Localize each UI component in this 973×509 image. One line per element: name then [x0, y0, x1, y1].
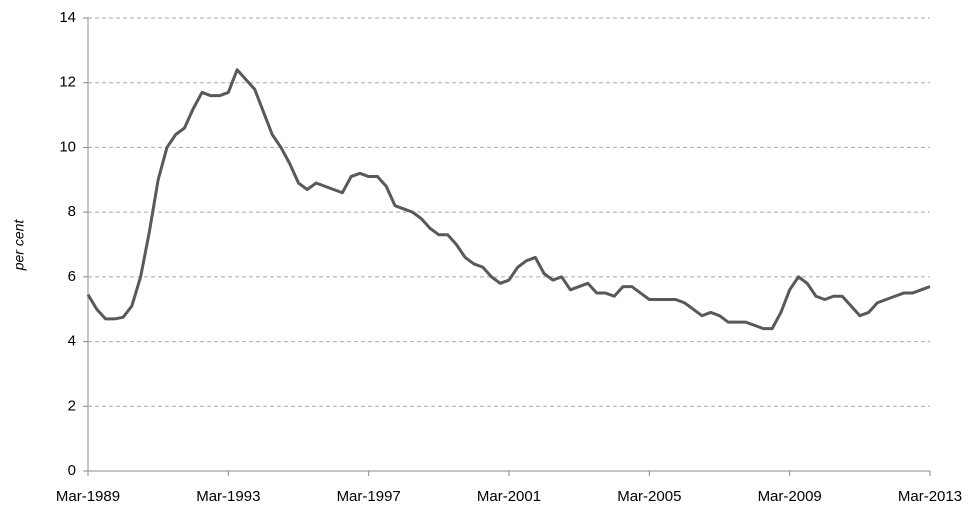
y-axis-label: per cent: [11, 219, 27, 272]
x-tick-label: Mar-1997: [337, 488, 401, 505]
x-tick-label: Mar-2009: [758, 488, 822, 505]
x-tick-label: Mar-1993: [196, 488, 260, 505]
y-tick-label: 14: [59, 9, 76, 26]
y-tick-label: 10: [59, 138, 76, 155]
y-tick-label: 6: [68, 268, 76, 285]
x-tick-label: Mar-2001: [477, 488, 541, 505]
y-tick-label: 12: [59, 74, 76, 91]
y-tick-label: 2: [68, 397, 76, 414]
x-tick-label: Mar-1989: [56, 488, 120, 505]
y-tick-label: 0: [68, 462, 76, 479]
y-tick-label: 8: [68, 203, 76, 220]
x-tick-label: Mar-2013: [898, 488, 962, 505]
y-tick-label: 4: [68, 333, 76, 350]
x-tick-label: Mar-2005: [617, 488, 681, 505]
line-series: [86, 68, 931, 331]
